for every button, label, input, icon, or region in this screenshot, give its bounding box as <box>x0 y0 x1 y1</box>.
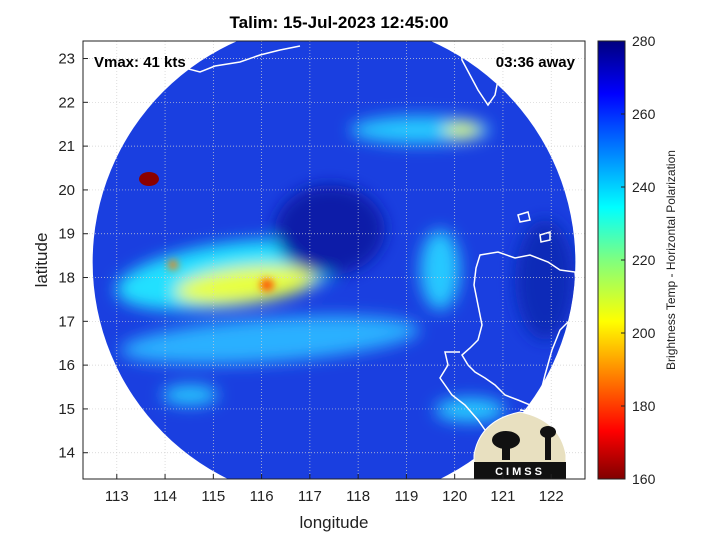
y-tick-label: 21 <box>58 138 75 155</box>
y-tick-label: 15 <box>58 401 75 418</box>
hot-spot-marker <box>139 172 159 186</box>
coastline-islet-a <box>517 211 531 223</box>
cold-band-north-core <box>444 123 480 137</box>
eye-region <box>275 185 385 275</box>
x-tick-labels: 113 114 115 116 117 118 119 120 121 122 <box>105 474 564 505</box>
water-tower-icon <box>540 426 556 438</box>
plot-frame <box>82 40 586 480</box>
logo-banner <box>474 462 566 479</box>
y-tick-label: 19 <box>58 226 75 243</box>
x-tick-label: 114 <box>153 488 177 505</box>
tower-legs <box>545 436 551 460</box>
coastlines <box>83 41 585 456</box>
colorbar-tick-label: 280 <box>632 33 656 49</box>
y-tick-label: 22 <box>58 94 75 111</box>
y-tick-label: 20 <box>58 182 75 199</box>
satellite-dish-icon <box>492 431 520 449</box>
y-tick-labels: 14 15 16 17 18 19 20 21 22 23 <box>58 51 88 462</box>
colorbar-tick-label: 240 <box>632 179 656 195</box>
x-tick-label: 122 <box>539 488 564 505</box>
y-tick-label: 23 <box>58 51 75 68</box>
colorbar-bar <box>597 40 626 480</box>
x-tick-label: 120 <box>442 488 467 505</box>
y-tick-label: 16 <box>58 357 75 374</box>
colorbar-label: Brightness Temp - Horizontal Polarizatio… <box>664 150 678 370</box>
coastline-hainan-tip <box>83 93 119 101</box>
microwave-swath <box>83 41 585 479</box>
warm-region-east <box>515 220 575 340</box>
y-tick-label: 17 <box>58 313 75 330</box>
x-axis-label: longitude <box>299 513 368 532</box>
cimss-logo: CIMSS <box>473 411 567 480</box>
colorbar-tick-label: 200 <box>632 325 656 341</box>
colorbar-tick-label: 180 <box>632 398 656 414</box>
grid-lines <box>83 41 585 479</box>
colorbar-tick-label: 260 <box>632 106 656 122</box>
x-tick-label: 121 <box>490 488 515 505</box>
map-title: Talim: 15-Jul-2023 12:45:00 <box>230 13 449 32</box>
y-tick-label: 18 <box>58 270 75 287</box>
colorbar-tick-label: 220 <box>632 252 656 268</box>
cold-band-west-core <box>175 265 315 305</box>
x-tick-label: 117 <box>298 488 322 505</box>
x-tick-label: 115 <box>201 488 225 505</box>
logo-text: CIMSS <box>495 466 545 478</box>
coastline-china <box>83 45 301 113</box>
y-axis-label: latitude <box>32 233 51 288</box>
coastline-bay <box>439 351 486 431</box>
dish-mount <box>502 446 510 460</box>
coastline-luzon <box>461 251 579 406</box>
time-away-annotation: 03:36 away <box>496 54 576 71</box>
vmax-annotation: Vmax: 41 kts <box>94 54 186 71</box>
colorbar: 160 180 200 220 240 260 280 Brightness Temp - … <box>597 33 678 487</box>
colorbar-tick-label: 160 <box>632 471 656 487</box>
convective-spot-a <box>260 279 274 291</box>
coastline-taiwan <box>459 41 499 107</box>
coastline-islet-b <box>539 230 551 243</box>
cold-band-south <box>120 315 420 365</box>
x-tick-label: 118 <box>346 488 370 505</box>
x-tick-label: 116 <box>250 488 274 505</box>
convective-spot-b <box>168 260 178 270</box>
y-tick-label: 14 <box>58 445 75 462</box>
x-tick-label: 113 <box>105 488 129 505</box>
plot-area: Vmax: 41 kts 03:36 away CIMSS <box>82 40 586 480</box>
x-tick-label: 119 <box>394 488 418 505</box>
cold-cell-southwest <box>162 385 218 405</box>
coastline-south <box>519 407 585 456</box>
colorbar-tick-labels: 160 180 200 220 240 260 280 <box>621 33 656 487</box>
cold-cell-east <box>420 230 460 310</box>
